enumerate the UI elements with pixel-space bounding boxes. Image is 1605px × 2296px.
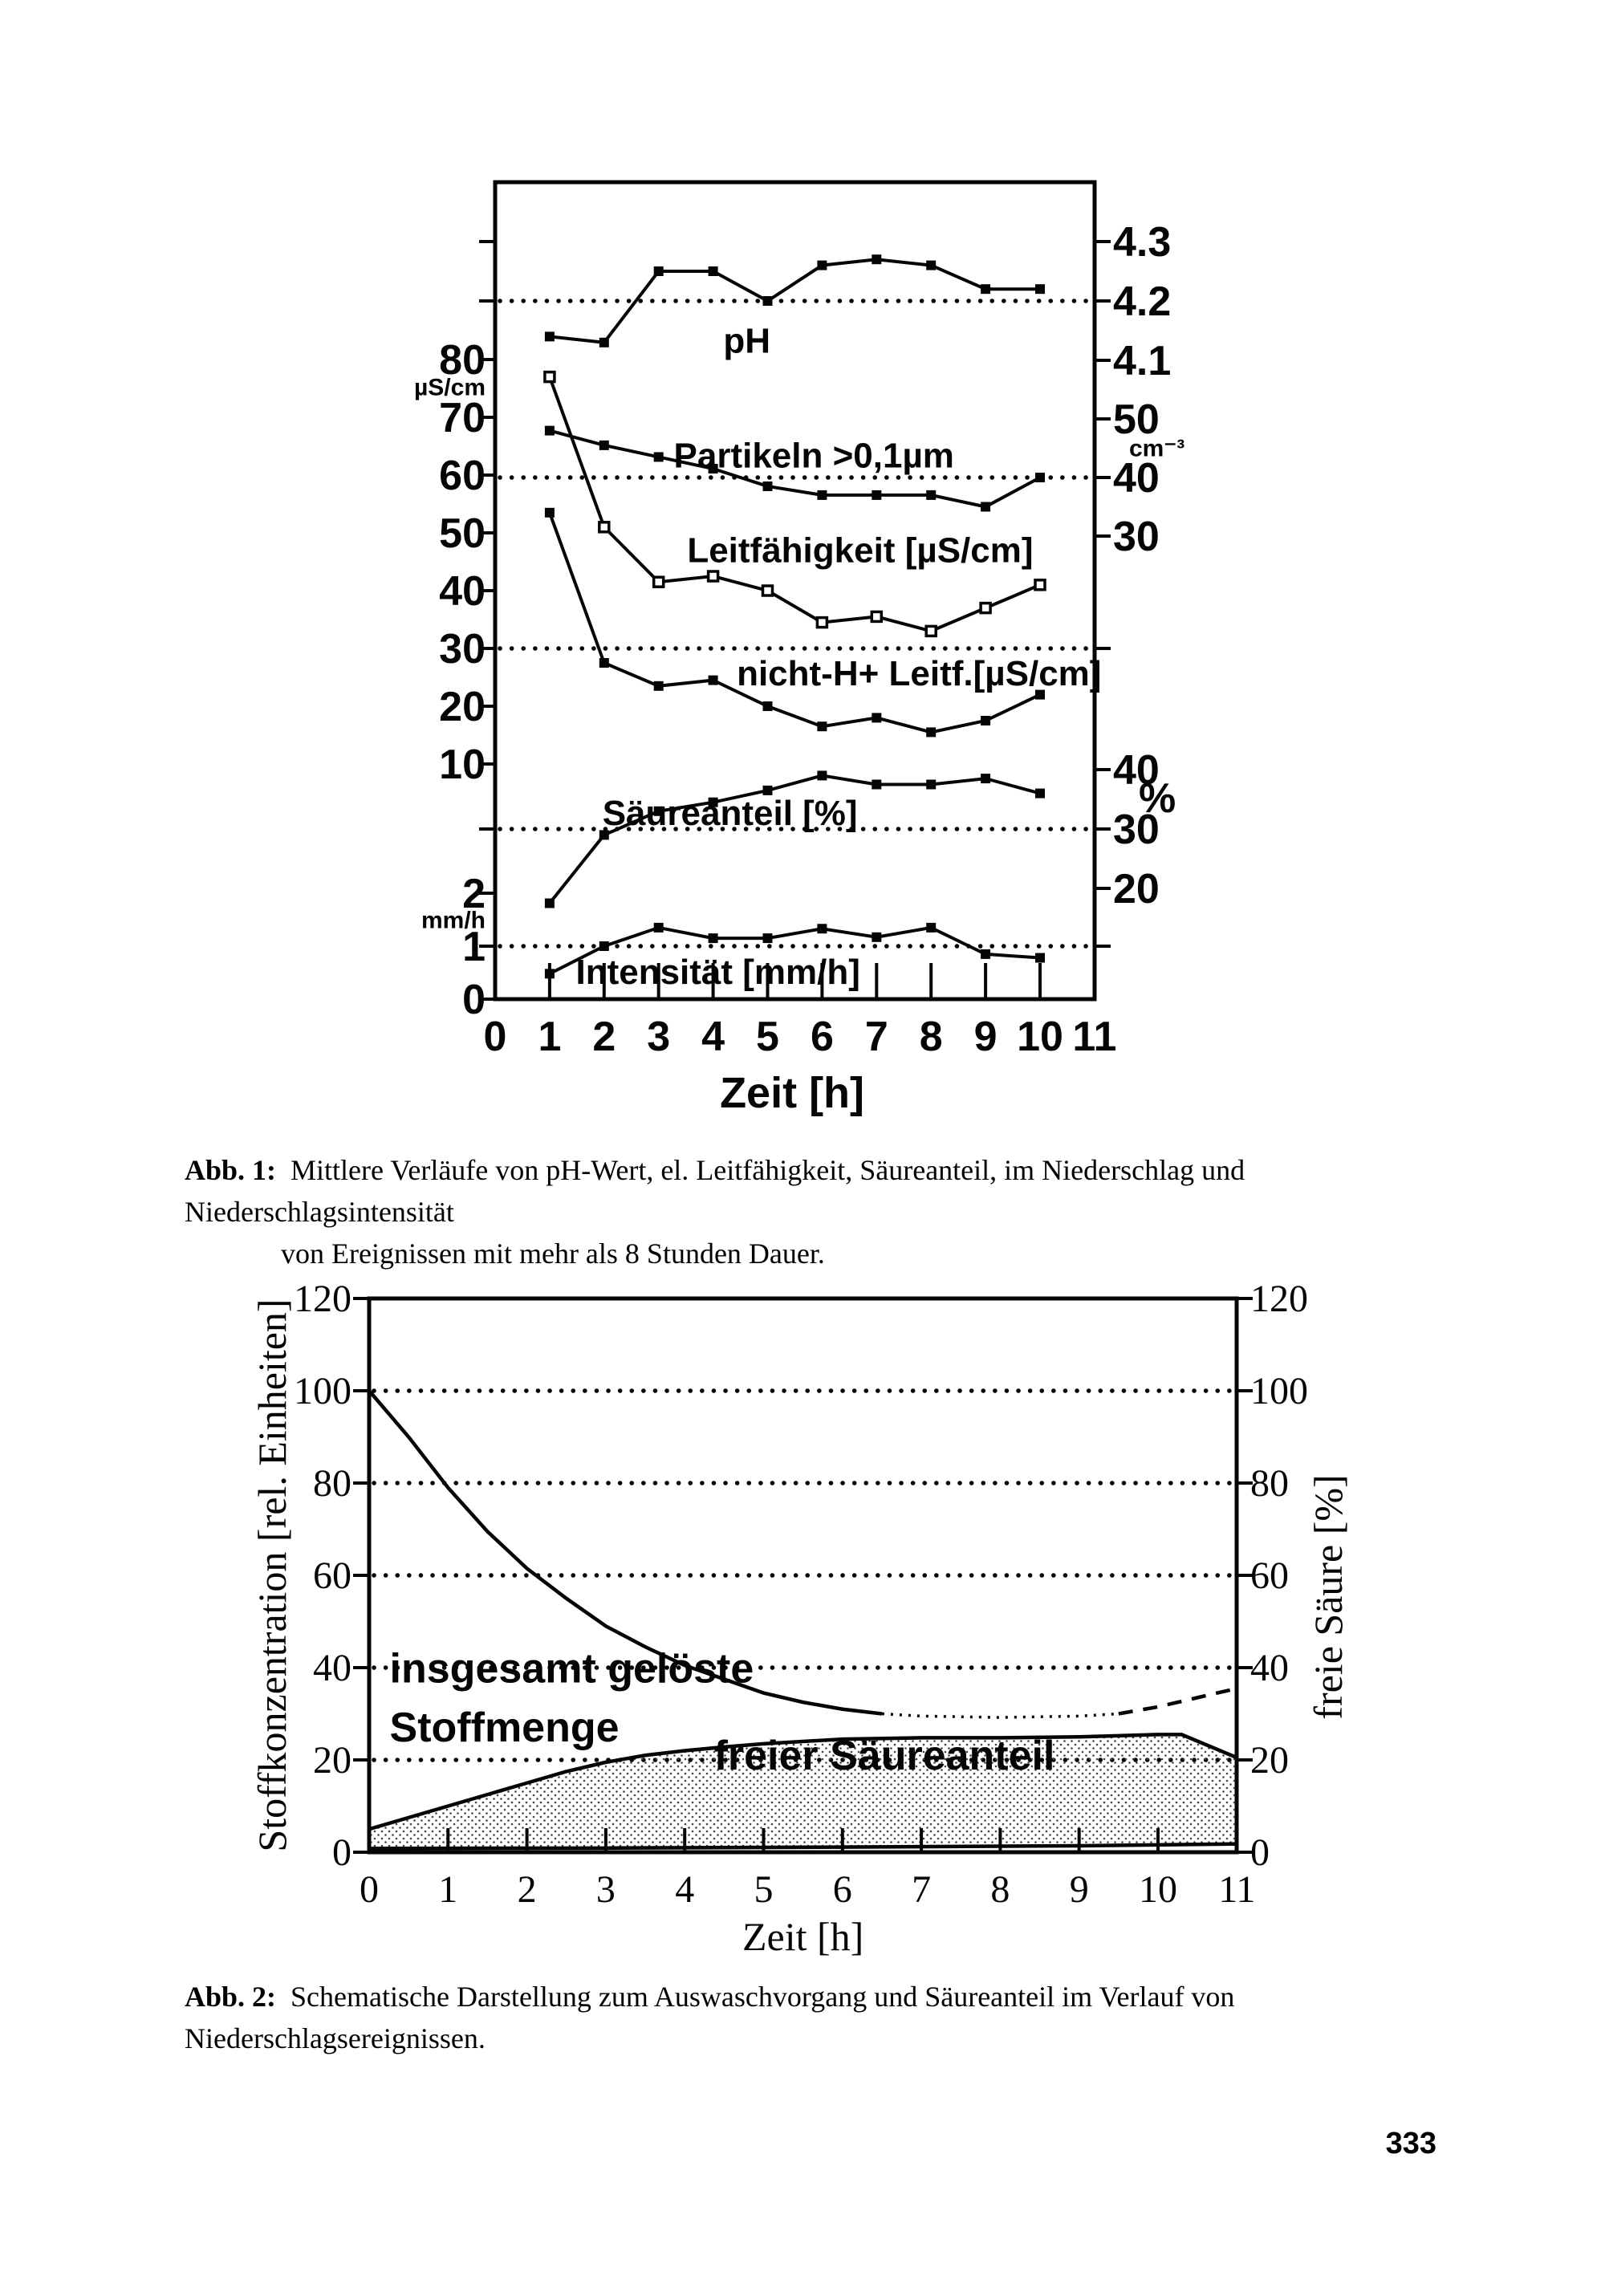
fig1-series-pH: pH [544,254,1045,360]
svg-text:30: 30 [439,626,486,673]
fig1-gridlines [498,299,1092,949]
svg-text:20: 20 [1113,866,1160,912]
svg-text:40: 40 [1250,1647,1289,1689]
svg-text:9: 9 [1070,1868,1089,1911]
fig2-right-axis-title: freie Säure [%] [1306,1474,1351,1719]
fig1-plot: 80µS/cm706050403020102mm/h104.34.24.150c… [414,180,1184,1117]
svg-text:4: 4 [675,1868,694,1911]
svg-text:2: 2 [592,1014,616,1060]
svg-text:4: 4 [701,1014,725,1060]
svg-text:9: 9 [974,1014,998,1060]
fig2-caption-label: Abb. 2: [185,1981,277,2013]
fig1-series-nicht-H+ Leitf.[µS/cm]: nicht-H+ Leitf.[µS/cm] [544,507,1101,738]
svg-text:freier Säureanteil: freier Säureanteil [714,1733,1055,1779]
svg-text:0: 0 [1250,1831,1270,1874]
svg-text:100: 100 [1250,1370,1308,1412]
svg-text:mm/h: mm/h [421,908,486,934]
svg-text:cm⁻³: cm⁻³ [1129,435,1184,461]
fig1-frame [493,180,1097,1002]
svg-text:4.3: 4.3 [1113,219,1171,266]
fig1-xaxis-title: Zeit [h] [720,1069,864,1117]
fig2-left-axis-title: Stoffkonzentration [rel. Einheiten] [250,1298,295,1851]
svg-text:3: 3 [647,1014,670,1060]
fig2-annotations: insgesamt gelöste Stoffmenge freier Säurea… [390,1645,1055,1779]
fig2-caption-text: Schematische Darstellung zum Auswaschvor… [185,1981,1235,2054]
svg-text:60: 60 [313,1554,351,1597]
svg-text:40: 40 [439,568,486,615]
svg-text:0: 0 [484,1014,507,1060]
svg-text:30: 30 [1113,514,1160,560]
fig1-caption-line2: von Ereignissen mit mehr als 8 Stunden D… [281,1237,825,1270]
svg-text:2: 2 [462,871,486,917]
page-number: 333 [1385,2127,1436,2160]
svg-text:0: 0 [360,1868,379,1911]
fig1-caption-label: Abb. 1: [185,1154,277,1186]
svg-text:0: 0 [462,977,486,1023]
svg-text:80: 80 [313,1462,351,1505]
fig1-series-Leitfähigkeit [µS/cm]: Leitfähigkeit [µS/cm] [543,370,1046,638]
svg-text:80: 80 [439,337,486,384]
svg-text:4.1: 4.1 [1113,338,1171,384]
fig1-series-Partikeln >0,1µm: Partikeln >0,1µm [544,425,1045,512]
svg-text:Intensität [mm/h]: Intensität [mm/h] [575,953,859,992]
svg-text:5: 5 [756,1014,779,1060]
fig1-caption: Abb. 1: Mittlere Verläufe von pH-Wert, el… [185,1149,1485,1274]
svg-text:40: 40 [1113,455,1160,502]
fig1-series-Säureanteil [%]: Säureanteil [%] [544,770,1045,908]
svg-text:80: 80 [1250,1462,1289,1505]
svg-text:Partikeln >0,1µm: Partikeln >0,1µm [674,437,954,476]
svg-text:1: 1 [438,1868,457,1911]
svg-text:10: 10 [1139,1868,1177,1911]
fig2-caption: Abb. 2: Schematische Darstellung zum Ausw… [185,1976,1501,2059]
svg-text:1: 1 [462,924,486,970]
svg-text:10: 10 [439,742,486,788]
svg-text:6: 6 [833,1868,852,1911]
svg-text:70: 70 [439,395,486,441]
svg-text:40: 40 [1113,747,1160,794]
svg-text:8: 8 [990,1868,1010,1911]
svg-text:6: 6 [811,1014,834,1060]
svg-text:40: 40 [313,1647,351,1689]
svg-text:0: 0 [332,1831,351,1874]
svg-text:30: 30 [1113,807,1160,853]
svg-text:11: 11 [1072,1014,1116,1060]
svg-text:8: 8 [920,1014,943,1060]
svg-text:60: 60 [439,453,486,499]
svg-text:10: 10 [1017,1014,1063,1060]
fig1-axes: 80µS/cm706050403020102mm/h104.34.24.150c… [414,219,1184,1060]
svg-text:7: 7 [865,1014,888,1060]
svg-text:5: 5 [754,1868,774,1911]
svg-text:120: 120 [294,1278,351,1320]
fig1-series-Intensität [mm/h]: Intensität [mm/h] [544,922,1045,992]
svg-text:120: 120 [1250,1278,1308,1320]
svg-text:%: % [1139,775,1176,822]
svg-text:11: 11 [1218,1868,1255,1911]
svg-text:20: 20 [313,1739,351,1782]
svg-text:20: 20 [1250,1739,1289,1782]
fig2-xaxis-title: Zeit [h] [742,1914,863,1959]
svg-text:4.2: 4.2 [1113,278,1171,325]
svg-text:µS/cm: µS/cm [414,374,486,400]
svg-text:50: 50 [1113,396,1160,443]
svg-text:7: 7 [912,1868,931,1911]
fig1-caption-line1: Mittlere Verläufe von pH-Wert, el. Leitf… [185,1154,1245,1228]
svg-text:pH: pH [723,321,770,360]
svg-text:60: 60 [1250,1554,1289,1597]
svg-text:1: 1 [538,1014,561,1060]
svg-text:nicht-H+ Leitf.[µS/cm]: nicht-H+ Leitf.[µS/cm] [737,654,1101,693]
svg-text:Säureanteil [%]: Säureanteil [%] [603,794,858,833]
fig2-series-insgesamt-geloeste-stoffmenge [368,1389,1237,1719]
svg-text:3: 3 [596,1868,616,1911]
svg-text:2: 2 [518,1868,537,1911]
svg-text:50: 50 [439,510,486,557]
svg-text:Leitfähigkeit [µS/cm]: Leitfähigkeit [µS/cm] [687,531,1033,571]
svg-text:20: 20 [439,684,486,730]
svg-text:Stoffmenge: Stoffmenge [390,1705,620,1751]
svg-text:100: 100 [294,1370,351,1412]
svg-text:insgesamt gelöste: insgesamt gelöste [390,1645,754,1692]
